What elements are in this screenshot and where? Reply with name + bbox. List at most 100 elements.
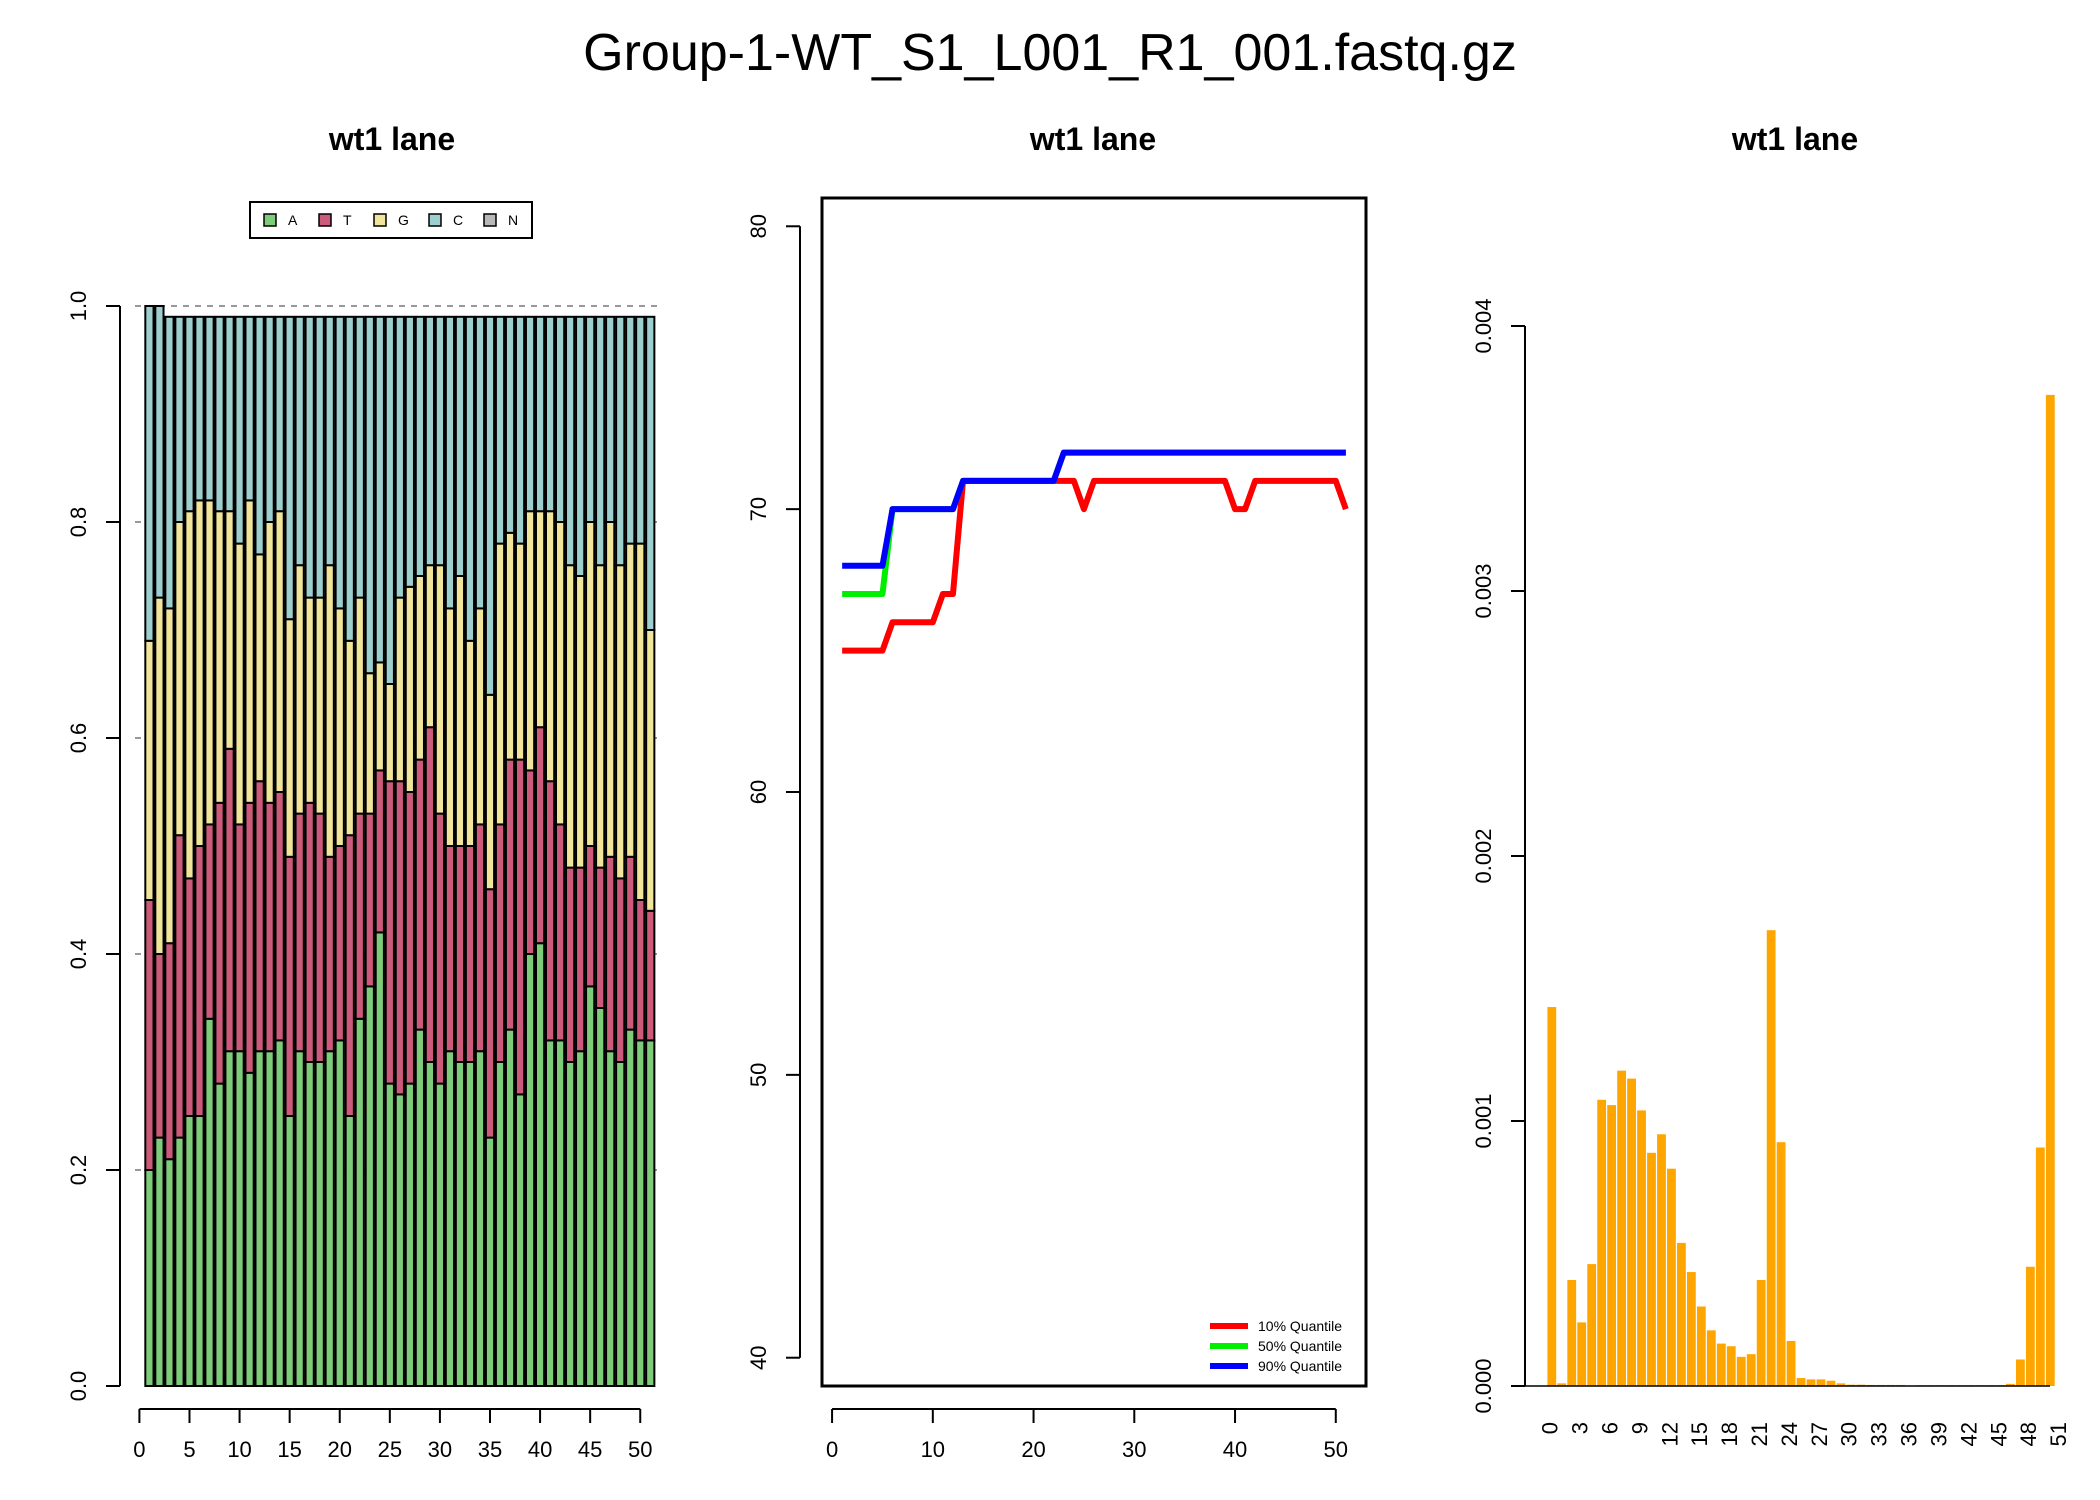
bar-segment-a	[404, 1082, 415, 1387]
length-bar	[1746, 1354, 1756, 1386]
length-bar	[1796, 1378, 1806, 1386]
bar-segment-c	[494, 315, 506, 545]
bar-segment-a	[274, 1039, 285, 1388]
bar-segment-a	[424, 1061, 435, 1387]
legend-label: 90% Quantile	[1258, 1358, 1342, 1374]
length-bar	[1577, 1322, 1587, 1386]
length-bar	[2025, 1266, 2035, 1386]
y-tick-label: 0.001	[1471, 1093, 1496, 1148]
bar-segment-c	[344, 315, 355, 642]
bar-segment-a	[575, 1050, 586, 1387]
x-tick-label: 6	[1597, 1422, 1622, 1434]
bar-segment-c	[164, 315, 175, 610]
bar-segment-a	[544, 1039, 556, 1388]
bar-segment-t	[184, 877, 195, 1118]
bar-segment-g	[324, 564, 335, 858]
bar-segment-c	[234, 315, 245, 545]
length-bar	[1647, 1152, 1656, 1386]
figure-title: Group-1-WT_S1_L001_R1_001.fastq.gz	[583, 24, 1517, 82]
bar-segment-c	[214, 315, 225, 513]
bar-segment-a	[595, 1007, 606, 1387]
bar-segment-t	[544, 780, 556, 1042]
bar-segment-a	[254, 1050, 265, 1387]
length-bar	[1806, 1379, 1816, 1386]
bar-segment-c	[414, 315, 425, 577]
bar-segment-c	[585, 315, 596, 523]
bar-segment-t	[625, 855, 636, 1031]
bar-segment-g	[424, 564, 435, 729]
x-tick-label: 30	[428, 1437, 452, 1462]
bar-segment-t	[264, 801, 275, 1053]
y-tick-label: 80	[746, 214, 771, 238]
bar-segment-a	[615, 1061, 626, 1387]
bar-segment-g	[494, 542, 506, 826]
bar-segment-t	[534, 726, 546, 945]
bar-segment-t	[294, 812, 305, 1053]
bar-segment-t	[394, 780, 405, 1096]
bar-segment-a	[164, 1158, 175, 1387]
bar-segment-t	[524, 769, 536, 956]
bar-segment-c	[304, 315, 315, 599]
bar-segment-a	[224, 1050, 235, 1387]
bar-segment-a	[314, 1061, 325, 1387]
bar-segment-c	[334, 315, 345, 610]
bar-segment-g	[354, 596, 365, 815]
bar-segment-a	[524, 953, 536, 1387]
bar-segment-a	[144, 1169, 155, 1387]
legend-box	[249, 201, 533, 239]
x-tick-label: 42	[1956, 1422, 1981, 1446]
bar-segment-c	[615, 315, 626, 567]
bar-segment-g	[224, 510, 235, 750]
bar-segment-g	[514, 542, 526, 761]
length-bar	[1677, 1242, 1686, 1386]
legend-swatch-n	[483, 213, 497, 227]
bar-segment-g	[364, 672, 375, 815]
length-bar	[1726, 1346, 1736, 1386]
bar-segment-t	[504, 758, 516, 1031]
x-tick-label: 27	[1807, 1422, 1832, 1446]
x-tick-label: 15	[1687, 1422, 1712, 1446]
bar-segment-c	[144, 305, 155, 642]
bar-segment-c	[184, 315, 195, 513]
y-tick-label: 70	[746, 497, 771, 521]
bar-segment-c	[384, 315, 395, 685]
length-bar	[1736, 1356, 1746, 1386]
bar-segment-c	[364, 315, 375, 675]
bar-segment-t	[595, 866, 606, 1009]
bar-segment-t	[214, 801, 225, 1085]
bar-segment-g	[474, 607, 486, 826]
bar-segment-a	[174, 1136, 185, 1387]
x-tick-label: 0	[1538, 1422, 1563, 1434]
length-bar	[2035, 1147, 2045, 1386]
length-bar	[1607, 1105, 1617, 1386]
bar-segment-t	[374, 769, 385, 934]
length-bar	[1567, 1280, 1577, 1386]
bar-segment-t	[354, 812, 365, 1020]
bar-segment-g	[204, 499, 215, 826]
bar-segment-t	[204, 823, 215, 1020]
length-bar	[1627, 1078, 1636, 1386]
length-bar	[1786, 1340, 1796, 1386]
bar-segment-t	[314, 812, 325, 1063]
bar-segment-a	[625, 1028, 636, 1387]
bar-segment-c	[625, 315, 636, 545]
legend-label-c: C	[453, 212, 463, 228]
bar-segment-a	[234, 1050, 245, 1387]
bar-segment-g	[234, 542, 245, 826]
bar-segment-c	[595, 315, 606, 567]
bar-segment-t	[144, 899, 155, 1171]
bar-segment-c	[605, 315, 616, 523]
x-tick-label: 50	[628, 1437, 652, 1462]
bar-segment-t	[364, 812, 375, 988]
length-bar	[1766, 930, 1776, 1386]
bar-segment-t	[274, 791, 285, 1042]
bar-segment-t	[585, 845, 596, 988]
bar-segment-t	[645, 909, 656, 1042]
bar-segment-g	[635, 542, 646, 901]
bar-segment-t	[444, 845, 456, 1053]
bar-segment-a	[474, 1050, 486, 1387]
bar-segment-c	[254, 315, 265, 556]
bar-segment-a	[184, 1115, 195, 1387]
panel-3-title: wt1 lane	[1731, 121, 1858, 157]
bar-segment-t	[154, 953, 165, 1139]
